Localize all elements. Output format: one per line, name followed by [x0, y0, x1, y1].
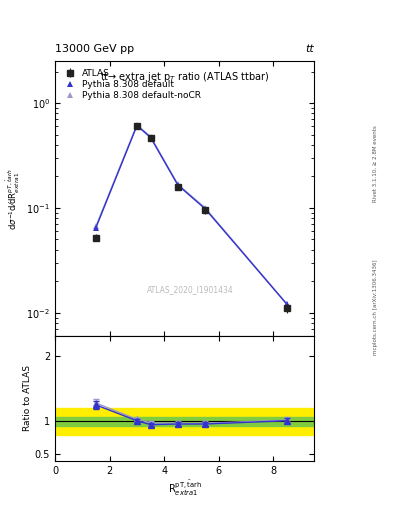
- X-axis label: R$^{\rm pT,\bar{t}arh}_{extra1}$: R$^{\rm pT,\bar{t}arh}_{extra1}$: [167, 478, 202, 498]
- Y-axis label: d$\sigma^{-1}$d⁄dR$^{pT,\bar{t}arh}_{extra1}$: d$\sigma^{-1}$d⁄dR$^{pT,\bar{t}arh}_{ext…: [5, 168, 22, 229]
- Y-axis label: Ratio to ATLAS: Ratio to ATLAS: [23, 366, 32, 432]
- Line: Pythia 8.308 default: Pythia 8.308 default: [93, 123, 290, 307]
- Pythia 8.308 default-noCR: [285, 302, 290, 308]
- Pythia 8.308 default-noCR: [148, 134, 153, 140]
- Pythia 8.308 default: [94, 224, 98, 230]
- Line: Pythia 8.308 default-noCR: Pythia 8.308 default-noCR: [93, 122, 290, 307]
- Text: Rivet 3.1.10, ≥ 2.8M events: Rivet 3.1.10, ≥ 2.8M events: [373, 125, 378, 202]
- Pythia 8.308 default: [134, 122, 139, 129]
- Text: mcplots.cern.ch [arXiv:1306.3436]: mcplots.cern.ch [arXiv:1306.3436]: [373, 260, 378, 355]
- Text: 13000 GeV pp: 13000 GeV pp: [55, 44, 134, 54]
- Pythia 8.308 default-noCR: [134, 122, 139, 128]
- Pythia 8.308 default: [203, 206, 208, 212]
- Text: tt→ extra jet p$_T$ ratio (ATLAS ttbar): tt→ extra jet p$_T$ ratio (ATLAS ttbar): [100, 70, 269, 83]
- Legend: ATLAS, Pythia 8.308 default, Pythia 8.308 default-noCR: ATLAS, Pythia 8.308 default, Pythia 8.30…: [59, 66, 204, 103]
- Pythia 8.308 default: [285, 302, 290, 308]
- Text: ATLAS_2020_I1901434: ATLAS_2020_I1901434: [147, 285, 233, 294]
- Bar: [55, 408, 314, 435]
- Pythia 8.308 default-noCR: [176, 181, 180, 187]
- Pythia 8.308 default: [148, 135, 153, 141]
- Text: tt: tt: [306, 44, 314, 54]
- Pythia 8.308 default-noCR: [203, 205, 208, 211]
- Pythia 8.308 default: [176, 182, 180, 188]
- Pythia 8.308 default-noCR: [94, 223, 98, 229]
- Bar: [55, 417, 314, 426]
